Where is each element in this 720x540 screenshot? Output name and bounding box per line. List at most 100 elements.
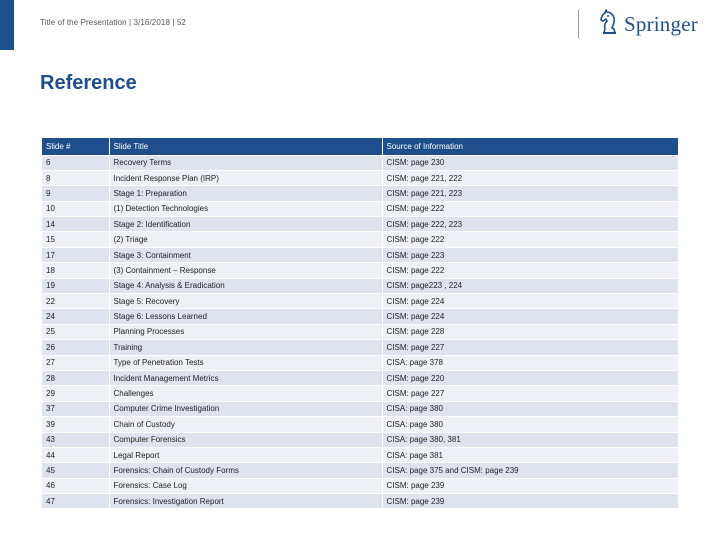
table-row: 28 Incident Management Metrics CISM: page … <box>42 370 679 387</box>
source-cell: CISM: page 221, 223 <box>382 185 679 202</box>
source-cell: CISA: page 381 <box>382 447 679 464</box>
slide-title-cell: (2) Triage <box>109 231 383 248</box>
slide-number-cell: 6 <box>42 155 110 171</box>
slide-number-cell: 24 <box>42 308 110 325</box>
slide-number-cell: 15 <box>42 231 110 248</box>
slide-number-cell: 25 <box>42 324 110 341</box>
slide-title-cell: Challenges <box>109 385 383 402</box>
slide-number-cell: 8 <box>42 170 110 187</box>
slide-number-cell: 45 <box>42 462 110 479</box>
slide-number-cell: 22 <box>42 293 110 310</box>
slide-title-cell: Computer Crime Investigation <box>109 401 383 418</box>
source-cell: CISM: page 222 <box>382 262 679 279</box>
source-cell: CISA: page 378 <box>382 355 679 371</box>
table-row: 6 Recovery Terms CISM: page 230 <box>42 155 679 171</box>
slide-title-cell: Training <box>109 339 383 356</box>
slide-title-cell: Stage 5: Recovery <box>109 293 383 310</box>
table-row: 46 Forensics: Case Log CISM: page 239 <box>42 478 679 495</box>
source-cell: CISA: page 380, 381 <box>382 432 679 448</box>
source-cell: CISA: page 380 <box>382 416 679 433</box>
slide-title-cell: Legal Report <box>109 447 383 464</box>
slide-number-cell: 19 <box>42 278 110 295</box>
table-row: 29 Challenges CISM: page 227 <box>42 385 679 402</box>
slide-title-cell: Forensics: Investigation Report <box>109 493 383 510</box>
table-header-row: Slide # Slide Title Source of Informatio… <box>42 138 679 156</box>
source-cell: CISM: page 222 <box>382 201 679 218</box>
table-row: 37 Computer Crime Investigation CISA: page… <box>42 401 679 418</box>
table-row: 22 Stage 5: Recovery CISM: page 224 <box>42 293 679 310</box>
source-cell: CISA: page 380 <box>382 401 679 418</box>
slide-title-cell: Incident Management Metrics <box>109 370 383 387</box>
table-row: 43 Computer Forensics CISA: page 380, 381 <box>42 432 679 448</box>
table-body: 6 Recovery Terms CISM: page 230 8 Incident R… <box>42 155 679 510</box>
source-cell: CISM: page 223 <box>382 247 679 264</box>
table-row: 10 (1) Detection Technologies CISM: page 2… <box>42 201 679 218</box>
header-divider <box>578 10 579 38</box>
table-row: 27 Type of Penetration Tests CISA: page 37… <box>42 355 679 371</box>
slide-title-cell: Computer Forensics <box>109 432 383 448</box>
source-cell: CISM: page 222, 223 <box>382 216 679 233</box>
source-cell: CISM: page 227 <box>382 339 679 356</box>
slide-number-cell: 18 <box>42 262 110 279</box>
source-cell: CISA: page 375 and CISM: page 239 <box>382 462 679 479</box>
reference-table: Slide # Slide Title Source of Informatio… <box>42 138 679 510</box>
slide-number-cell: 14 <box>42 216 110 233</box>
source-cell: CISM: page 230 <box>382 155 679 171</box>
header-slide-title: Slide Title <box>109 138 383 156</box>
slide-number-cell: 27 <box>42 355 110 371</box>
source-cell: CISM: page 224 <box>382 293 679 310</box>
header-slide-number: Slide # <box>42 138 110 156</box>
slide-number-cell: 29 <box>42 385 110 402</box>
table-row: 39 Chain of Custody CISA: page 380 <box>42 416 679 433</box>
slide-title-cell: Type of Penetration Tests <box>109 355 383 371</box>
table-row: 8 Incident Response Plan (IRP) CISM: page … <box>42 170 679 187</box>
slide-title-cell: Forensics: Chain of Custody Forms <box>109 462 383 479</box>
slide-title-cell: Stage 4: Analysis & Eradication <box>109 278 383 295</box>
slide-number-cell: 17 <box>42 247 110 264</box>
source-cell: CISM: page 228 <box>382 324 679 341</box>
slide-number-cell: 46 <box>42 478 110 495</box>
slide-title-cell: (3) Containment – Response <box>109 262 383 279</box>
slide-number-cell: 39 <box>42 416 110 433</box>
chess-knight-icon <box>598 8 620 40</box>
source-cell: CISM: page 239 <box>382 478 679 495</box>
slide-title-cell: Planning Processes <box>109 324 383 341</box>
presentation-header: Title of the Presentation | 3/16/2018 | … <box>40 18 186 27</box>
slide-title-cell: Stage 6: Lessons Learned <box>109 308 383 325</box>
slide-number-cell: 9 <box>42 185 110 202</box>
source-cell: CISM: page 227 <box>382 385 679 402</box>
table-row: 24 Stage 6: Lessons Learned CISM: page 224 <box>42 308 679 325</box>
table-row: 17 Stage 3: Containment CISM: page 223 <box>42 247 679 264</box>
source-cell: CISM: page223 , 224 <box>382 278 679 295</box>
table-row: 19 Stage 4: Analysis & Eradication CISM: p… <box>42 278 679 295</box>
source-cell: CISM: page 224 <box>382 308 679 325</box>
table-row: 44 Legal Report CISA: page 381 <box>42 447 679 464</box>
slide-number-cell: 28 <box>42 370 110 387</box>
header-source: Source of Information <box>382 138 679 156</box>
slide-title-cell: Forensics: Case Log <box>109 478 383 495</box>
slide-title-cell: Incident Response Plan (IRP) <box>109 170 383 187</box>
table-row: 15 (2) Triage CISM: page 222 <box>42 231 679 248</box>
slide-number-cell: 44 <box>42 447 110 464</box>
slide-title-cell: Stage 3: Containment <box>109 247 383 264</box>
source-cell: CISM: page 220 <box>382 370 679 387</box>
slide-title-cell: Stage 2: Identification <box>109 216 383 233</box>
page-title: Reference <box>40 72 137 94</box>
slide-number-cell: 47 <box>42 493 110 510</box>
table-row: 26 Training CISM: page 227 <box>42 339 679 356</box>
table-row: 25 Planning Processes CISM: page 228 <box>42 324 679 341</box>
left-accent-bar <box>0 0 14 50</box>
table-row: 45 Forensics: Chain of Custody Forms CISA:… <box>42 462 679 479</box>
slide-title-cell: (1) Detection Technologies <box>109 201 383 218</box>
springer-logo: Springer <box>598 8 698 40</box>
logo-text: Springer <box>624 11 698 36</box>
slide-title-cell: Chain of Custody <box>109 416 383 433</box>
slide-title-cell: Stage 1: Preparation <box>109 185 383 202</box>
slide-number-cell: 43 <box>42 432 110 448</box>
table-row: 47 Forensics: Investigation Report CISM: p… <box>42 493 679 510</box>
slide-number-cell: 26 <box>42 339 110 356</box>
slide-number-cell: 10 <box>42 201 110 218</box>
source-cell: CISM: page 239 <box>382 493 679 510</box>
table-row: 14 Stage 2: Identification CISM: page 222,… <box>42 216 679 233</box>
table-row: 18 (3) Containment – Response CISM: page 2… <box>42 262 679 279</box>
